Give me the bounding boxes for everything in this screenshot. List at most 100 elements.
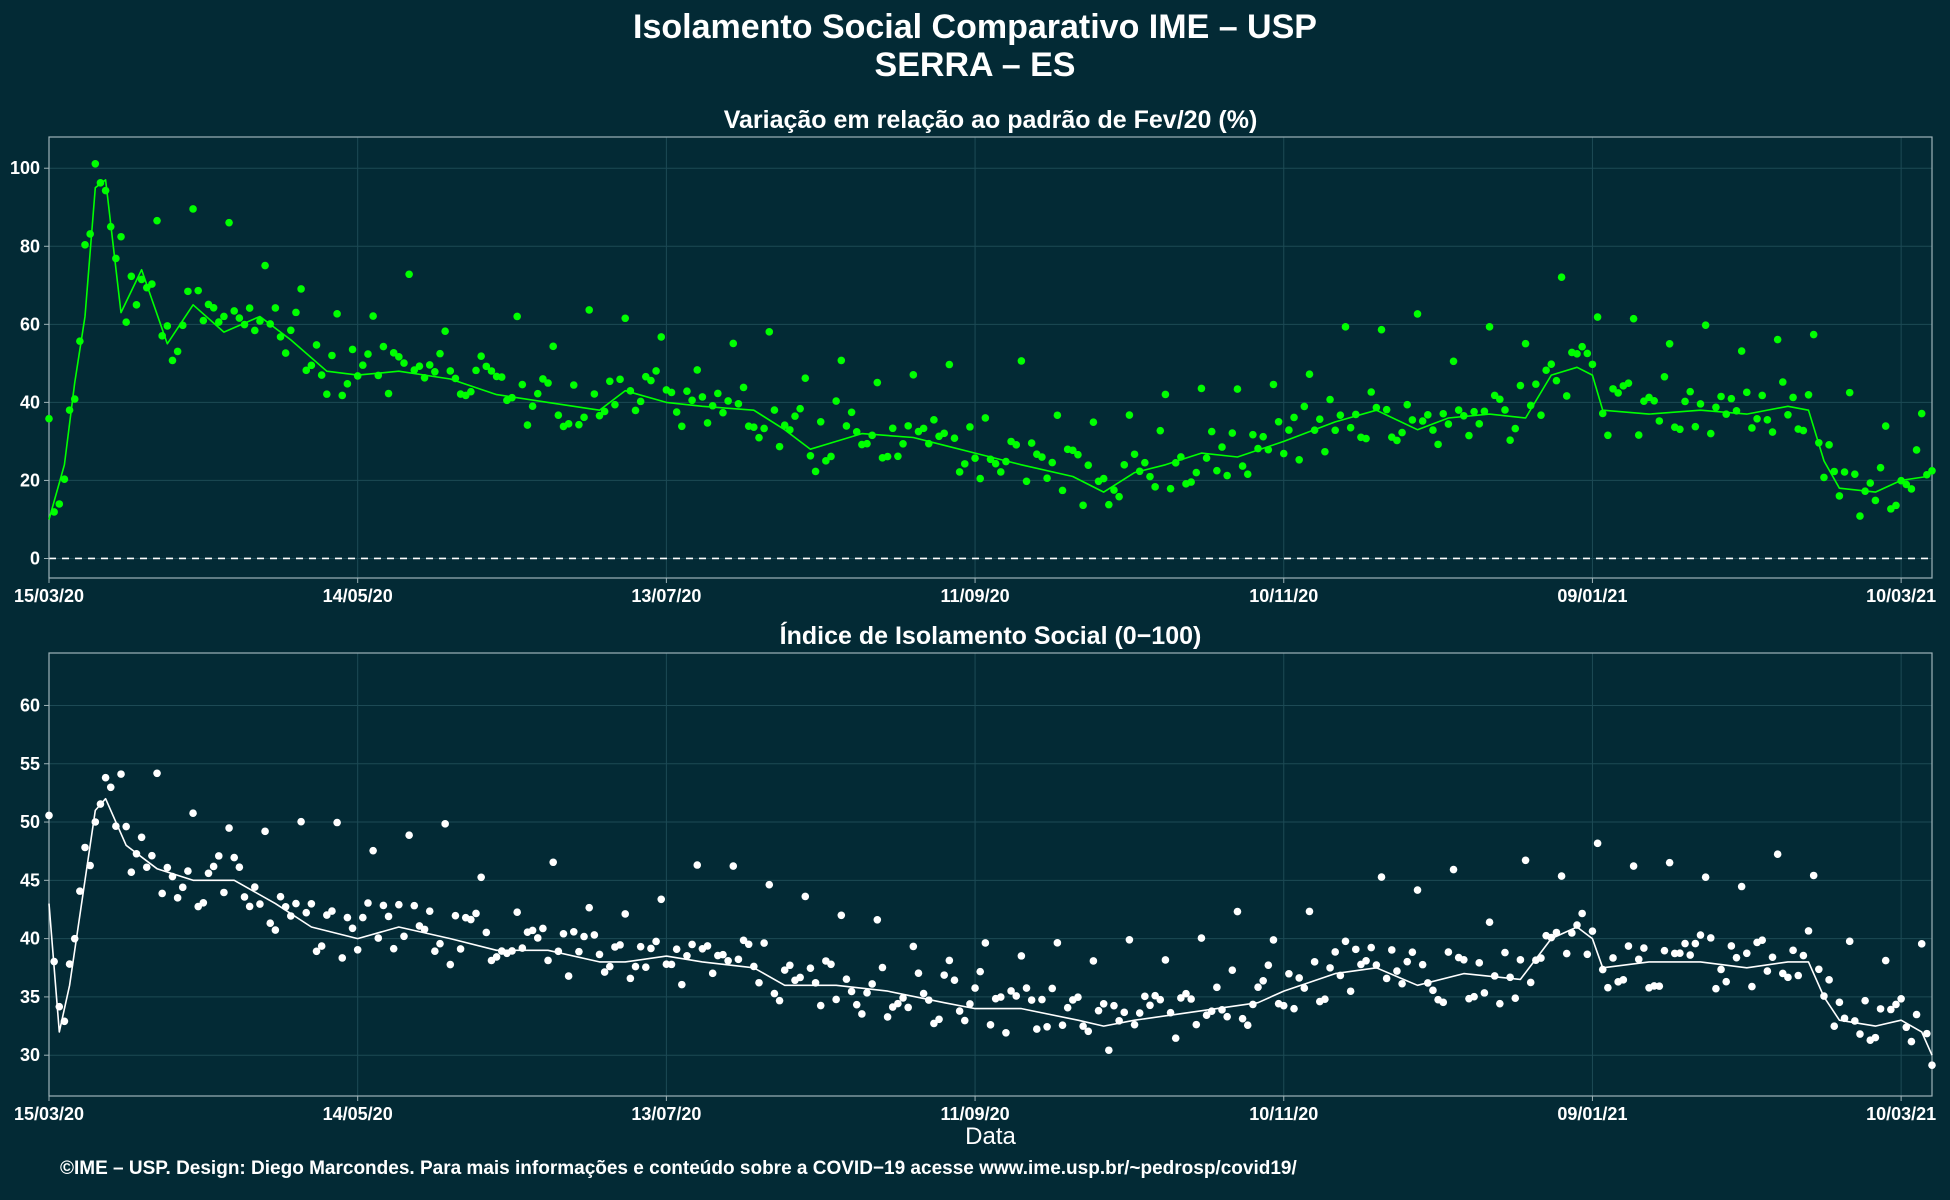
data-point-variation [1593,313,1602,321]
data-point-isolation-index [395,900,403,909]
data-point-isolation-index [1701,873,1710,881]
data-point-variation [1305,370,1314,379]
data-point-isolation-index [328,907,336,915]
data-point-isolation-index [1141,992,1149,1001]
data-point-isolation-index [940,971,948,979]
data-point-isolation-index [1259,976,1267,985]
footer-credit: ©IME – USP. Design: Diego Marcondes. Par… [60,1158,1297,1179]
data-point-isolation-index [868,980,876,988]
data-point-isolation-index [1861,996,1869,1005]
data-point-isolation-index [1362,957,1370,965]
data-point-variation [209,303,218,312]
data-point-variation [1434,440,1442,449]
data-point-variation [127,272,136,281]
data-point-variation [1156,426,1165,435]
data-point-variation [1542,366,1550,375]
data-point-variation [1851,470,1859,478]
data-point-variation [1809,330,1818,339]
data-point-isolation-index [919,989,928,998]
data-point-isolation-index [1892,1000,1900,1009]
data-point-variation [1429,426,1437,434]
data-point-variation [317,371,326,379]
data-point-variation [415,362,424,370]
data-point-variation [1557,273,1566,282]
data-point-isolation-index [775,996,784,1005]
data-point-variation [1022,477,1031,486]
data-point-variation [148,280,156,288]
data-point-variation [1141,458,1149,467]
data-point-isolation-index [405,831,413,840]
data-point-variation [497,373,506,381]
data-point-isolation-index [1382,974,1391,983]
data-point-variation [811,467,820,476]
data-point-isolation-index [564,972,573,980]
data-point-variation [1717,392,1725,401]
data-point-isolation-index [1742,949,1751,958]
data-point-variation [1166,484,1175,493]
data-point-variation [400,359,408,367]
data-point-isolation-index [1413,886,1422,894]
data-point-isolation-index [1887,1005,1895,1014]
data-point-isolation-index [616,941,624,949]
data-point-variation [1588,360,1597,369]
data-point-variation [904,422,912,430]
data-point-isolation-index [1346,987,1355,996]
data-point-variation [1043,474,1051,482]
data-point-variation [693,366,702,374]
data-point-variation [1027,439,1036,447]
data-point-isolation-index [796,973,804,982]
data-point-isolation-index [765,880,774,889]
data-point-isolation-index [1923,1029,1931,1038]
data-point-variation [1084,461,1093,469]
data-point-variation [1912,446,1921,454]
data-point-variation [384,389,393,398]
data-point-isolation-index [1187,995,1195,1003]
data-point-isolation-index [1634,955,1643,964]
data-point-variation [1686,387,1694,396]
data-point-isolation-index [1809,871,1818,880]
data-point-variation [1130,450,1139,459]
y-tick-label: 50 [20,812,40,832]
data-point-variation [791,412,799,420]
data-point-variation [364,350,372,358]
data-point-variation [1712,403,1720,412]
data-point-isolation-index [1917,940,1926,948]
y-tick-label: 30 [20,1045,40,1065]
data-point-variation [1511,424,1520,433]
data-point-variation [1274,417,1283,426]
y-tick-label: 55 [20,754,40,774]
data-point-isolation-index [549,858,557,867]
panel-title-variation: Variação em relação ao padrão de Fev/20 … [724,106,1258,134]
data-point-isolation-index [1871,1033,1880,1042]
data-point-isolation-index [163,863,172,872]
data-point-isolation-index [734,955,743,964]
data-point-isolation-index [297,817,305,826]
data-point-isolation-index [703,942,712,950]
data-point-variation [1470,407,1478,416]
data-point-variation [245,304,254,312]
data-point-isolation-index [580,932,588,941]
data-point-variation [765,328,774,336]
data-point-variation [477,352,485,360]
data-point-variation [168,356,177,365]
data-point-isolation-index [1326,964,1334,972]
data-point-variation [1069,446,1077,455]
data-point-isolation-index [883,1013,892,1021]
data-point-variation [1269,380,1278,389]
data-point-variation [1228,429,1237,437]
data-point-isolation-index [441,820,449,828]
data-point-variation [1398,428,1406,437]
data-point-variation [1773,335,1782,344]
data-point-variation [189,205,197,213]
data-point-variation [847,408,856,417]
data-point-isolation-index [1295,974,1303,982]
data-point-isolation-index [1460,956,1468,964]
data-point-isolation-index [1254,983,1262,991]
data-point-isolation-index [374,934,383,942]
data-point-isolation-index [1125,935,1134,944]
data-point-isolation-index [1156,995,1165,1004]
panel-frame [48,136,1933,579]
x-tick-label: 10/03/21 [1866,586,1936,606]
data-point-variation [1377,325,1386,334]
data-point-isolation-index [420,925,429,934]
